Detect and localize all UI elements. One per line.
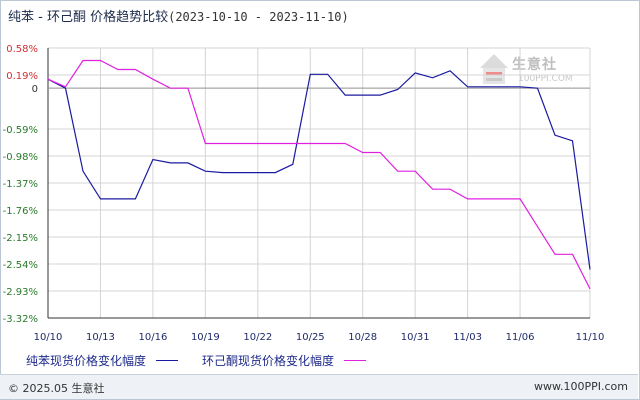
x-tick-label: 10/19 (191, 332, 220, 343)
series-line-1 (47, 70, 591, 270)
series-line-2 (47, 59, 591, 290)
x-axis-ticks: 10/10 10/13 10/16 10/19 10/22 10/25 10/28 10/31… (34, 332, 605, 343)
house-logo-icon (480, 54, 508, 84)
watermark-sub: 100PPI.COM (518, 74, 573, 84)
x-tick-label: 10/10 (34, 332, 63, 343)
legend-label-series2: 环己酮现货价格变化幅度 (202, 354, 335, 368)
y-tick-label: 0 (32, 84, 38, 95)
y-tick-label: -2.15% (3, 233, 38, 244)
x-tick-label: 11/10 (576, 332, 605, 343)
chart-legend: 纯苯现货价格变化幅度 环己酮现货价格变化幅度 (26, 352, 390, 369)
x-tick-label: 10/22 (243, 332, 272, 343)
x-tick-label: 10/13 (86, 332, 115, 343)
chart-title-main: 纯苯 - 环己酮 价格趋势比较 (8, 10, 169, 25)
y-tick-label: -0.98% (3, 152, 38, 163)
watermark-name: 生意社 (512, 57, 557, 73)
chart-axes (47, 48, 590, 319)
x-tick-label: 10/25 (296, 332, 325, 343)
x-tick-label: 10/28 (348, 332, 377, 343)
x-tick-label: 10/16 (138, 332, 167, 343)
footer-bar: © 2025.05 生意社 www.100PPI.com (0, 374, 638, 399)
footer-copyright: © 2025.05 生意社 (8, 382, 105, 395)
chart-title: 纯苯 - 环己酮 价格趋势比较(2023-10-10 - 2023-11-10) (8, 6, 349, 25)
chart-series (47, 59, 591, 290)
y-tick-label: -1.37% (3, 179, 38, 190)
watermark-logo: 生意社 100PPI.COM (478, 52, 588, 92)
x-tick-label: 10/31 (401, 332, 430, 343)
footer-url[interactable]: www.100PPI.com (534, 380, 628, 393)
y-tick-label: 0.58% (6, 44, 38, 55)
x-tick-label: 11/03 (453, 332, 482, 343)
legend-swatch-series1 (156, 360, 179, 361)
y-tick-label: -0.59% (3, 125, 38, 136)
legend-label-series1: 纯苯现货价格变化幅度 (26, 354, 147, 368)
x-tick-label: 11/06 (506, 332, 535, 343)
y-tick-label: -2.93% (3, 287, 38, 298)
legend-swatch-series2 (344, 360, 367, 361)
chart-title-range: (2023-10-10 - 2023-11-10) (168, 10, 349, 24)
y-axis-ticks: 0.58% 0.19% 0 -0.59% -0.98% -1.37% -1.76% -2.15… (3, 44, 38, 325)
y-tick-label: -1.76% (3, 206, 38, 217)
y-tick-label: -2.54% (3, 260, 38, 271)
y-tick-label: 0.19% (6, 71, 38, 82)
y-tick-label: -3.32% (3, 314, 38, 325)
